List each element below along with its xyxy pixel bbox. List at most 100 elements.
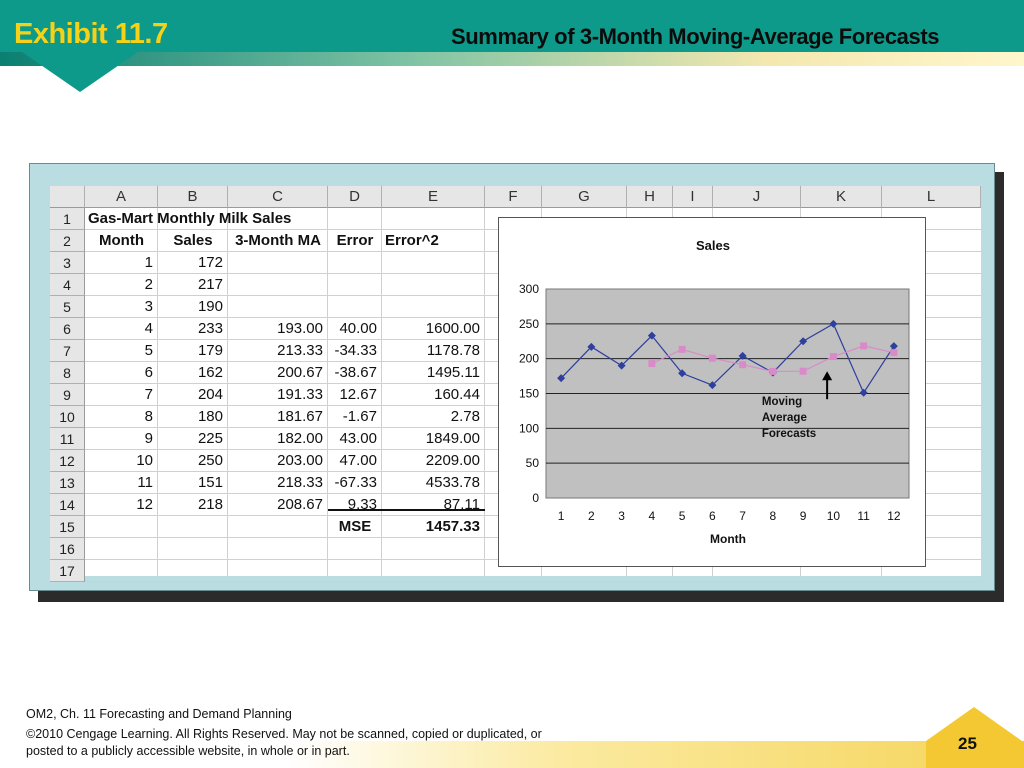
data-cell-ma[interactable]: 200.67 (277, 364, 323, 381)
chart-y-tick-label: 150 (519, 387, 539, 401)
data-cell-error[interactable]: 47.00 (339, 452, 377, 469)
column-header-l[interactable]: L (882, 186, 981, 208)
data-cell-error[interactable]: 40.00 (339, 320, 377, 337)
row-header-12[interactable]: 12 (50, 450, 85, 472)
header-cell-error[interactable]: Error (336, 232, 374, 249)
row-header-5[interactable]: 5 (50, 296, 85, 318)
data-cell-month[interactable]: 2 (144, 276, 153, 293)
column-header-c[interactable]: C (228, 186, 328, 208)
data-cell-sales[interactable]: 250 (197, 452, 223, 469)
data-cell-month[interactable]: 1 (144, 254, 153, 271)
slide-title: Summary of 3-Month Moving-Average Foreca… (451, 24, 940, 49)
chart-y-tick-label: 250 (519, 317, 539, 331)
data-cell-error[interactable]: 12.67 (339, 386, 377, 403)
data-cell-error2[interactable]: 160.44 (434, 386, 480, 403)
header-cell-month[interactable]: Month (99, 232, 144, 249)
data-cell-sales[interactable]: 179 (197, 342, 223, 359)
row-header-1[interactable]: 1 (50, 208, 85, 230)
data-cell-month[interactable]: 4 (144, 320, 153, 337)
header-cell-ma[interactable]: 3-Month MA (235, 232, 321, 249)
chart-point-forecast (829, 353, 837, 361)
column-header-d[interactable]: D (328, 186, 382, 208)
data-cell-error[interactable]: -67.33 (334, 474, 377, 491)
data-cell-error[interactable]: 9.33 (347, 496, 377, 513)
data-cell-error[interactable]: -1.67 (342, 408, 377, 425)
data-cell-error2[interactable]: 1849.00 (425, 430, 480, 447)
data-cell-ma[interactable]: 191.33 (277, 386, 323, 403)
data-cell-month[interactable]: 3 (144, 298, 153, 315)
row-header-15[interactable]: 15 (50, 516, 85, 538)
mse-value[interactable]: 1457.33 (425, 518, 480, 535)
column-header-i[interactable]: I (673, 186, 713, 208)
chart-x-tick-label: 2 (588, 509, 595, 523)
data-cell-sales[interactable]: 218 (197, 496, 223, 513)
data-cell-sales[interactable]: 151 (197, 474, 223, 491)
row-header-9[interactable]: 9 (50, 384, 85, 406)
header-cell-error2[interactable]: Error^2 (385, 232, 439, 249)
column-header-h[interactable]: H (627, 186, 673, 208)
data-cell-error2[interactable]: 1178.78 (426, 342, 480, 359)
column-header-k[interactable]: K (801, 186, 882, 208)
data-cell-sales[interactable]: 233 (197, 320, 223, 337)
data-cell-ma[interactable]: 213.33 (277, 342, 323, 359)
row-header-10[interactable]: 10 (50, 406, 85, 428)
row-header-17[interactable]: 17 (50, 560, 85, 582)
row-header-6[interactable]: 6 (50, 318, 85, 340)
sheet-title-cell[interactable]: Gas-Mart Monthly Milk Sales (88, 210, 292, 227)
column-header-f[interactable]: F (485, 186, 542, 208)
data-cell-sales[interactable]: 190 (197, 298, 223, 315)
row-header-14[interactable]: 14 (50, 494, 85, 516)
data-cell-error2[interactable]: 2209.00 (425, 452, 480, 469)
data-cell-error[interactable]: 43.00 (339, 430, 377, 447)
column-header-a[interactable]: A (85, 186, 158, 208)
data-cell-error[interactable]: -34.33 (334, 342, 377, 359)
mse-label[interactable]: MSE (338, 518, 372, 535)
data-cell-month[interactable]: 9 (144, 430, 153, 447)
chart-y-tick-label: 0 (532, 491, 539, 505)
header-cell-sales[interactable]: Sales (173, 232, 213, 249)
data-cell-month[interactable]: 5 (144, 342, 153, 359)
select-all-corner[interactable] (50, 186, 85, 208)
data-cell-ma[interactable]: 203.00 (277, 452, 323, 469)
data-cell-error2[interactable]: 4533.78 (425, 474, 480, 491)
chart-point-forecast (739, 361, 747, 369)
data-cell-sales[interactable]: 172 (197, 254, 223, 271)
data-cell-error2[interactable]: 2.78 (450, 408, 480, 425)
data-cell-sales[interactable]: 217 (197, 276, 223, 293)
data-cell-error2[interactable]: 87.11 (443, 496, 480, 513)
data-cell-sales[interactable]: 180 (197, 408, 223, 425)
data-cell-ma[interactable]: 208.67 (277, 496, 323, 513)
data-cell-ma[interactable]: 193.00 (277, 320, 323, 337)
data-cell-month[interactable]: 8 (144, 408, 153, 425)
data-cell-error2[interactable]: 1600.00 (425, 320, 480, 337)
row-header-13[interactable]: 13 (50, 472, 85, 494)
column-header-g[interactable]: G (542, 186, 627, 208)
row-header-16[interactable]: 16 (50, 538, 85, 560)
column-header-e[interactable]: E (382, 186, 485, 208)
data-cell-error2[interactable]: 1495.11 (426, 364, 480, 381)
data-cell-sales[interactable]: 162 (197, 364, 223, 381)
data-cell-month[interactable]: 10 (136, 452, 153, 469)
chart-x-tick-label: 11 (857, 509, 870, 523)
row-header-11[interactable]: 11 (50, 428, 85, 450)
chart-point-sales (738, 351, 747, 360)
column-header-b[interactable]: B (158, 186, 228, 208)
data-cell-month[interactable]: 7 (144, 386, 153, 403)
data-cell-ma[interactable]: 182.00 (277, 430, 323, 447)
row-header-4[interactable]: 4 (50, 274, 85, 296)
row-header-7[interactable]: 7 (50, 340, 85, 362)
row-header-3[interactable]: 3 (50, 252, 85, 274)
row-header-8[interactable]: 8 (50, 362, 85, 384)
data-cell-sales[interactable]: 204 (197, 386, 223, 403)
data-cell-error[interactable]: -38.67 (334, 364, 377, 381)
data-cell-ma[interactable]: 218.33 (277, 474, 323, 491)
row-header-2[interactable]: 2 (50, 230, 85, 252)
data-cell-month[interactable]: 6 (144, 364, 153, 381)
chart-point-forecast (769, 367, 777, 375)
data-cell-month[interactable]: 11 (137, 474, 153, 491)
data-cell-month[interactable]: 12 (136, 496, 153, 513)
data-cell-ma[interactable]: 181.67 (277, 408, 323, 425)
column-header-j[interactable]: J (713, 186, 801, 208)
data-cell-sales[interactable]: 225 (197, 430, 223, 447)
